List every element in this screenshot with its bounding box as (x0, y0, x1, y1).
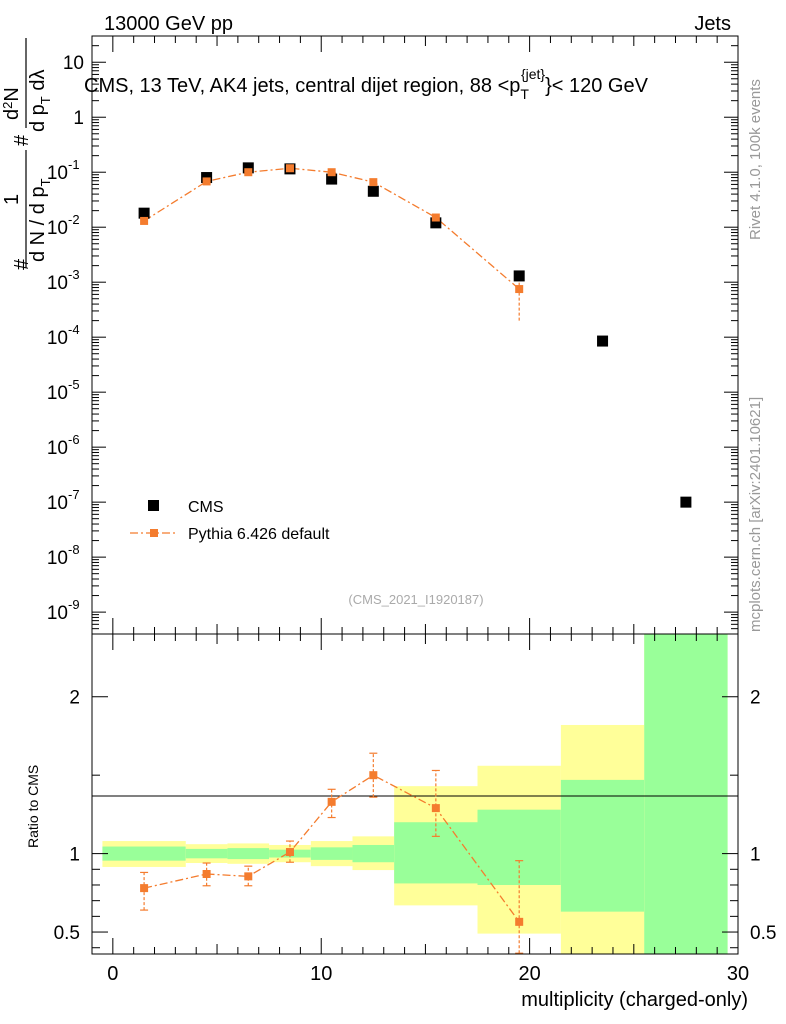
main-y-tick-exponent: -4 (68, 322, 80, 337)
main-y-axis-label: # 1 d N / d pT # d2N d pT dλ (0, 38, 53, 270)
y-label-hash-left: # (11, 258, 33, 270)
ratio-y-axis: 0.5 0.5 1 1 2 2 (54, 688, 776, 949)
ratio-uncertainty-bands (102, 634, 728, 954)
main-y-tick-exponent: -5 (68, 377, 80, 392)
main-y-tick-label: 10 (47, 273, 68, 294)
mcplots-reference-text: mcplots.cern.ch [arXiv:2401.10621] (747, 397, 764, 632)
ratio-data-point (244, 872, 253, 881)
ratio-y-tick-label-right: 0.5 (750, 923, 776, 944)
x-tick-label: 10 (310, 963, 332, 985)
ratio-band-inner (477, 809, 561, 885)
ratio-y-axis-label: Ratio to CMS (25, 765, 41, 848)
ratio-pythia-line (143, 774, 520, 923)
main-x-ticks (112, 36, 739, 634)
legend-pythia-marker (150, 529, 158, 537)
main-panel: 10 -910 -810 -710 -610 -510 -410 -310 -210 -1110 … (0, 35, 739, 635)
pythia-data-point (244, 168, 253, 177)
pythia-data-point (369, 178, 378, 187)
ratio-y-tick-label: 2 (69, 688, 80, 709)
ratio-y-tick-label: 1 (69, 845, 80, 866)
ratio-band-inner (644, 634, 728, 954)
x-tick-label: 0 (107, 963, 118, 985)
main-y-tick-exponent: -9 (68, 597, 80, 612)
x-axis-label: multiplicity (charged-only) (521, 989, 748, 1011)
ratio-band-inner (185, 848, 228, 859)
analysis-watermark: (CMS_2021_I1920187) (348, 592, 483, 607)
main-y-tick-label: 10 (47, 438, 68, 459)
cms-data-point (326, 173, 338, 185)
pythia-line (143, 167, 520, 290)
cms-data-point (680, 496, 692, 508)
main-series-lines (143, 167, 520, 290)
pythia-data-point (140, 216, 149, 225)
main-y-tick-label: 1 (73, 108, 84, 129)
pythia-data-point (285, 164, 294, 173)
ratio-data-point (285, 848, 294, 857)
y-label-dpt-dlambda: d pT dλ (27, 70, 53, 132)
legend-pythia-label: Pythia 6.426 default (188, 526, 330, 543)
main-y-tick-label: 10 (63, 53, 84, 74)
x-tick-label: 20 (518, 963, 540, 985)
header-right: Jets (694, 13, 731, 35)
ratio-series-line (143, 774, 520, 923)
chart-title: CMS, 13 TeV, AK4 jets, central dijet reg… (84, 66, 649, 102)
legend: CMS Pythia 6.426 default (130, 499, 330, 543)
main-data-points (138, 162, 692, 508)
main-frame (91, 35, 739, 635)
ratio-band-inner (394, 822, 478, 884)
ratio-panel: 0.5 0.5 1 1 2 2 0 10 20 30 Ratio to CMS multipli… (25, 633, 776, 1011)
main-y-tick-exponent: -7 (68, 487, 80, 502)
main-y-tick-exponent: -2 (68, 212, 80, 227)
ratio-y-tick-label: 0.5 (54, 923, 80, 944)
ratio-data-point (369, 771, 378, 780)
y-label-denominator: d N / d pT (27, 178, 53, 262)
ratio-data-point (327, 797, 336, 806)
x-tick-label: 30 (727, 963, 749, 985)
legend-cms-label: CMS (188, 499, 224, 516)
cms-data-point (242, 162, 254, 174)
cms-data-point (430, 217, 442, 229)
cms-data-point (597, 335, 609, 347)
pythia-data-point (515, 285, 524, 294)
legend-cms-marker (148, 500, 159, 511)
ratio-data-point (140, 884, 149, 893)
main-y-tick-exponent: -3 (68, 267, 80, 282)
ratio-data-point (515, 917, 524, 926)
cms-data-point (513, 270, 525, 282)
main-y-tick-label: 10 (47, 603, 68, 624)
y-label-hash-mid: # (11, 134, 33, 146)
main-y-tick-exponent: -8 (68, 542, 80, 557)
ratio-band-inner (352, 844, 395, 863)
main-y-tick-exponent: -6 (68, 432, 80, 447)
ratio-band-inner (560, 779, 645, 912)
y-label-numerator-one: 1 (1, 194, 23, 205)
main-y-tick-label: 10 (47, 328, 68, 349)
cms-data-point (138, 207, 150, 219)
header-left: 13000 GeV pp (104, 13, 233, 35)
pythia-data-point (327, 168, 336, 177)
pythia-data-point (202, 177, 211, 186)
y-label-d2n: d2N (0, 87, 23, 120)
ratio-y-tick-label-right: 2 (750, 688, 761, 709)
main-y-tick-label: 10 (47, 383, 68, 404)
main-y-tick-label: 10 (47, 548, 68, 569)
ratio-data-points (140, 752, 524, 954)
ratio-band-inner (310, 847, 353, 860)
ratio-band-inner (227, 848, 270, 860)
main-y-tick-exponent: -1 (68, 157, 80, 172)
ratio-y-tick-label-right: 1 (750, 845, 761, 866)
rivet-version-text: Rivet 4.1.0, 100k events (747, 79, 764, 240)
ratio-band-inner (102, 846, 186, 861)
main-y-tick-label: 10 (47, 493, 68, 514)
ratio-frame (91, 633, 739, 955)
ratio-data-point (202, 870, 211, 878)
cms-data-point (367, 185, 379, 197)
main-y-tick-label: 10 (47, 163, 68, 184)
pythia-data-point (431, 213, 440, 222)
ratio-x-axis: 0 10 20 30 (107, 634, 749, 985)
main-y-tick-label: 10 (47, 218, 68, 239)
ratio-data-point (431, 804, 440, 813)
